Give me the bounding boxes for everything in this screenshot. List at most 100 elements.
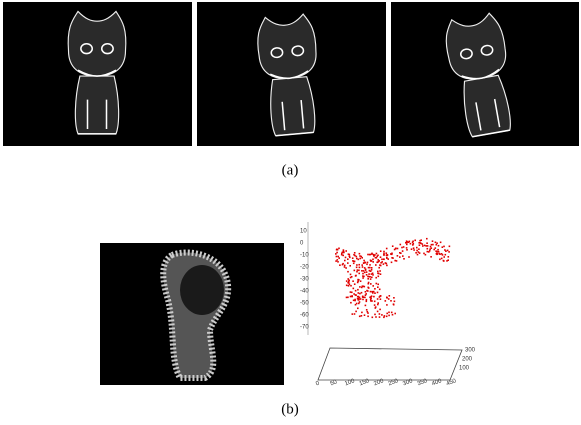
point <box>372 274 374 276</box>
point <box>349 265 351 267</box>
point <box>379 309 381 311</box>
point <box>368 287 370 289</box>
tick-label: 0 <box>300 241 304 247</box>
point <box>375 257 377 259</box>
point <box>356 258 358 260</box>
point <box>371 295 373 297</box>
point <box>369 267 371 269</box>
point <box>435 247 437 249</box>
point <box>341 254 343 256</box>
point <box>392 314 394 316</box>
point <box>354 300 356 302</box>
point <box>427 251 429 253</box>
point <box>418 248 420 250</box>
point <box>377 302 379 304</box>
point <box>353 300 355 302</box>
point <box>364 267 366 269</box>
point <box>350 302 352 304</box>
point <box>359 293 361 295</box>
point <box>358 273 360 275</box>
point <box>440 242 442 244</box>
point <box>419 244 421 246</box>
tick-label: 50 <box>330 379 339 387</box>
point <box>368 273 370 275</box>
point <box>355 311 357 313</box>
point <box>386 257 388 259</box>
point <box>358 264 360 266</box>
point <box>369 297 371 299</box>
point <box>392 245 394 247</box>
point <box>388 298 390 300</box>
point <box>409 241 411 243</box>
point <box>368 283 370 285</box>
point <box>356 271 358 273</box>
point <box>377 255 379 257</box>
point <box>350 291 352 293</box>
point <box>412 244 414 246</box>
point <box>428 251 430 253</box>
point <box>371 267 373 269</box>
point <box>343 249 345 251</box>
point <box>386 265 388 267</box>
point <box>397 255 399 257</box>
point <box>366 271 368 273</box>
point <box>383 253 385 255</box>
point <box>357 296 359 298</box>
point <box>357 279 359 281</box>
point <box>365 305 367 307</box>
point <box>370 278 372 280</box>
point <box>401 247 403 249</box>
point <box>355 275 357 277</box>
point <box>366 274 368 276</box>
point <box>381 261 383 263</box>
point <box>347 271 349 273</box>
point <box>399 256 401 258</box>
point <box>351 276 353 278</box>
tick-label: 350 <box>417 378 429 387</box>
point <box>356 303 358 305</box>
point <box>359 316 361 318</box>
point <box>386 316 388 318</box>
point <box>353 293 355 295</box>
point <box>365 269 367 271</box>
depth-region <box>180 265 224 315</box>
point <box>375 264 377 266</box>
point <box>400 252 402 254</box>
point <box>364 314 366 316</box>
point <box>359 258 361 260</box>
point <box>366 264 368 266</box>
point <box>391 312 393 314</box>
point <box>425 254 427 256</box>
point <box>433 249 435 251</box>
point <box>379 270 381 272</box>
point <box>406 249 408 251</box>
point <box>350 274 352 276</box>
caption: (b) <box>281 401 299 417</box>
point <box>373 254 375 256</box>
point <box>363 262 365 264</box>
point <box>380 250 382 252</box>
point <box>447 250 449 252</box>
point <box>377 292 379 294</box>
point <box>397 248 399 250</box>
point <box>360 298 362 300</box>
point <box>406 244 408 246</box>
point <box>388 315 390 317</box>
point <box>363 260 365 262</box>
point <box>438 245 440 247</box>
point <box>354 270 356 272</box>
point <box>347 258 349 260</box>
tick-label: -40 <box>300 289 309 295</box>
point <box>377 259 379 261</box>
point <box>362 266 364 268</box>
point <box>371 277 373 279</box>
point <box>358 270 360 272</box>
point <box>394 301 396 303</box>
point <box>437 249 439 251</box>
point <box>391 257 393 259</box>
point <box>347 282 349 284</box>
point <box>413 247 415 249</box>
point <box>383 258 385 260</box>
point <box>377 271 379 273</box>
point <box>405 242 407 244</box>
